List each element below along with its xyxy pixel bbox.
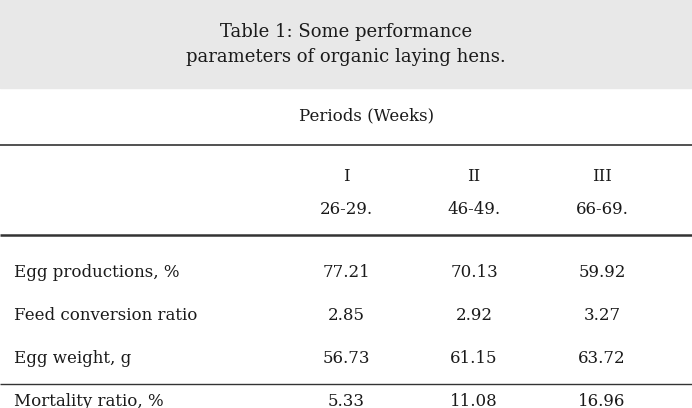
Text: Egg weight, g: Egg weight, g [14,350,131,367]
Text: 61.15: 61.15 [450,350,498,367]
Bar [0,0,692,88]
Text: 3.27: 3.27 [583,307,621,324]
Text: Feed conversion ratio: Feed conversion ratio [14,307,197,324]
Text: 66-69.: 66-69. [576,201,628,218]
Text: 46-49.: 46-49. [448,201,500,218]
Text: 2.92: 2.92 [455,307,493,324]
Text: 63.72: 63.72 [579,350,626,367]
Text: 2.85: 2.85 [327,307,365,324]
Text: I: I [343,168,349,185]
Text: Egg productions, %: Egg productions, % [14,264,179,281]
Text: 59.92: 59.92 [579,264,626,281]
Text: II: II [467,168,481,185]
Text: Periods (Weeks): Periods (Weeks) [299,107,435,124]
Text: 5.33: 5.33 [327,393,365,408]
Text: III: III [592,168,612,185]
Text: Mortality ratio, %: Mortality ratio, % [14,393,163,408]
Text: 56.73: 56.73 [322,350,370,367]
Text: 77.21: 77.21 [322,264,370,281]
Text: Table 1: Some performance
parameters of organic laying hens.: Table 1: Some performance parameters of … [186,22,506,66]
Text: 26-29.: 26-29. [320,201,372,218]
Text: 70.13: 70.13 [450,264,498,281]
Text: 11.08: 11.08 [450,393,498,408]
Text: 16.96: 16.96 [579,393,626,408]
